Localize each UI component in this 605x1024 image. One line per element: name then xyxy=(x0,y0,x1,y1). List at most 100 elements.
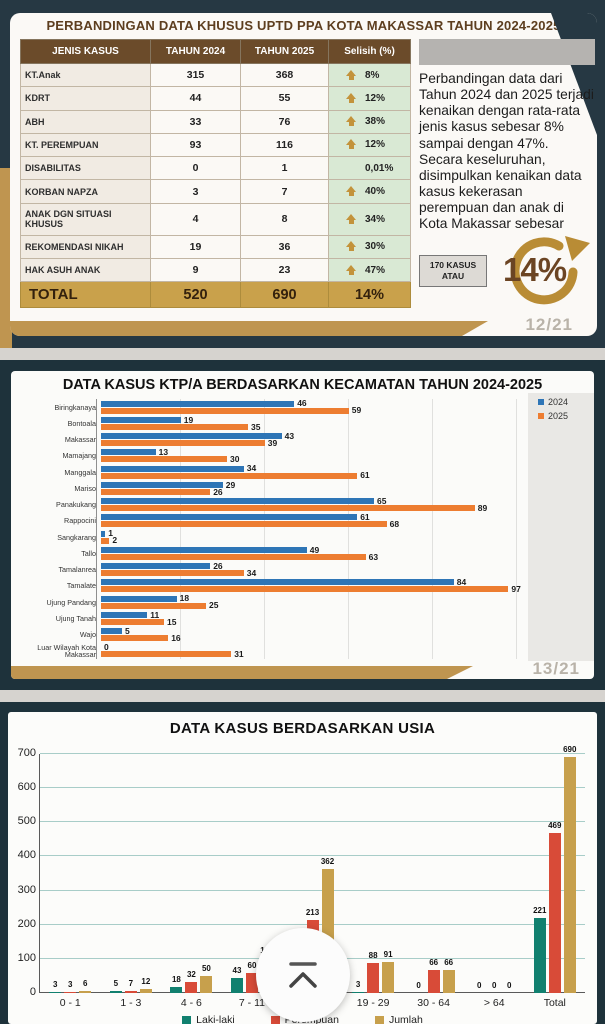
table-row: ANAK DGN SITUASI KHUSUS 4 8 34% xyxy=(20,202,411,236)
diff-wrap: 34% xyxy=(333,213,406,225)
bar-Perempuan: 60 xyxy=(245,961,258,993)
table-row: DISABILITAS 0 1 0,01% xyxy=(20,156,411,181)
bar-Laki-laki: 3 xyxy=(49,980,62,993)
kecamatan-row: Wajo 5 16 xyxy=(11,627,594,643)
legend-swatch xyxy=(270,1015,280,1024)
legend-swatch xyxy=(537,399,544,405)
kecamatan-bars: 0 31 xyxy=(101,643,594,658)
case-type-cell: KT. PEREMPUAN xyxy=(20,132,151,158)
value-2025-cell: 8 xyxy=(240,202,329,236)
bar-value: 18 xyxy=(171,974,181,984)
bar-line: 2 xyxy=(101,535,594,546)
bar-value: 26 xyxy=(213,486,223,497)
kecamatan-label: Rappocini xyxy=(64,516,96,526)
bar-value: 66 xyxy=(444,958,454,968)
diff-value: 30% xyxy=(365,241,386,253)
gridline xyxy=(40,889,585,891)
kecamatan-row: Tamalanrea 26 34 xyxy=(11,562,594,578)
bar-value: 3 xyxy=(355,979,361,989)
value-2025-cell: 368 xyxy=(240,62,329,88)
bar-value: 2 xyxy=(112,535,118,546)
kecamatan-row: Panakukang 65 89 xyxy=(11,497,594,513)
bar-line: 89 xyxy=(101,504,594,512)
kecamatan-label: Ujung Tanah xyxy=(55,613,96,623)
gold-band-decoration xyxy=(10,321,488,336)
bar-value: 49 xyxy=(309,544,320,555)
diff-wrap: 12% xyxy=(333,139,406,150)
bar-value: 63 xyxy=(368,551,379,562)
diff-wrap: 0,01% xyxy=(333,163,406,174)
bar-Jumlah: 12 xyxy=(139,977,152,993)
legend-swatch xyxy=(537,413,544,419)
diff-cell: 40% xyxy=(328,179,411,204)
page-number: 12/21 xyxy=(525,315,573,334)
bar-value: 32 xyxy=(186,970,196,980)
up-arrow-icon xyxy=(346,264,357,276)
bar-Laki-laki: 221 xyxy=(533,906,546,993)
value-2024-cell: 44 xyxy=(150,86,241,111)
diff-value: 34% xyxy=(365,213,386,225)
kecamatan-row: Biringkanaya 46 59 xyxy=(11,399,594,415)
bar-Jumlah: 690 xyxy=(563,746,576,993)
category-label: 30 - 64 xyxy=(417,997,450,1009)
bar-2024 xyxy=(101,416,181,423)
kecamatan-label: Panakukang xyxy=(56,500,96,510)
table-row: HAK ASUH ANAK 9 23 47% xyxy=(20,258,411,283)
bar-value: 84 xyxy=(456,577,467,588)
bar-value: 3 xyxy=(53,979,58,989)
bar-line: 34 xyxy=(101,464,594,472)
kecamatan-label: Manggala xyxy=(64,467,96,477)
bar-2025 xyxy=(101,651,232,658)
bar-line: 31 xyxy=(101,650,594,658)
bar-2024 xyxy=(101,498,374,505)
kecamatan-row: Tamalate 84 97 xyxy=(11,578,594,594)
summary-panel: Perbandingan data dari Tahun 2024 dan 20… xyxy=(419,39,595,308)
bar-value: 362 xyxy=(320,857,335,867)
bar-value: 11 xyxy=(150,609,160,620)
kecamatan-label: Mariso xyxy=(74,483,96,493)
bar-Laki-laki: 43 xyxy=(230,967,243,993)
bar-2024 xyxy=(101,433,282,440)
kecamatan-row: Tallo 49 63 xyxy=(11,545,594,561)
value-2024-cell: 3 xyxy=(150,179,241,204)
bar-line: 16 xyxy=(101,634,594,642)
bar-value: 5 xyxy=(125,625,130,636)
kecamatan-bars: 11 15 xyxy=(101,609,594,626)
case-type-cell: ANAK DGN SITUASI KHUSUS xyxy=(20,202,151,236)
category-label: Total xyxy=(543,997,566,1009)
kecamatan-label: Tamalate xyxy=(66,581,96,591)
gridline xyxy=(516,399,517,659)
bar-value: 43 xyxy=(232,966,242,976)
diff-cell: 34% xyxy=(328,202,411,236)
kecamatan-row: Ujung Pandang 18 25 xyxy=(11,594,594,610)
category-label: > 64 xyxy=(483,997,505,1009)
bar-value: 26 xyxy=(213,560,223,571)
kecamatan-gridlines xyxy=(96,399,517,659)
bar-line: 35 xyxy=(101,423,594,431)
bar-line: 11 xyxy=(101,609,594,620)
up-arrow-icon xyxy=(346,139,357,150)
bar-value: 66 xyxy=(429,958,439,968)
slide3-card: DATA KASUS BERDASARKAN USIA 0 100 200 300 40… xyxy=(8,712,597,1024)
bar-2024 xyxy=(101,465,244,472)
bar-value: 6 xyxy=(83,978,88,988)
legend-item: Laki-laki xyxy=(182,1014,235,1024)
header-tahun-2025: TAHUN 2025 xyxy=(240,39,329,64)
bar-Jumlah: 6 xyxy=(79,979,92,993)
bar-value: 91 xyxy=(383,949,393,959)
increase-swirl-arrow-icon xyxy=(510,236,590,305)
bar-2024 xyxy=(101,530,106,537)
legend-label: Jumlah xyxy=(388,1014,423,1024)
case-table-body: KT.Anak 315 368 8% KDRT 44 55 12% ABH 33 76 38% KT. … xyxy=(20,62,411,283)
y-tick-label: 200 xyxy=(17,917,36,930)
case-type-cell: HAK ASUH ANAK xyxy=(20,258,151,283)
kecamatan-label: Bontoala xyxy=(67,418,96,428)
bar-2025 xyxy=(101,602,206,609)
value-2024-cell: 0 xyxy=(150,156,241,181)
kecamatan-row: Bontoala 19 35 xyxy=(11,415,594,431)
scroll-to-top-button[interactable] xyxy=(256,928,350,1022)
up-arrow-icon xyxy=(346,92,357,104)
diff-wrap: 38% xyxy=(333,116,406,127)
y-tick-label: 0 xyxy=(29,986,36,998)
bar-2024 xyxy=(101,481,223,488)
